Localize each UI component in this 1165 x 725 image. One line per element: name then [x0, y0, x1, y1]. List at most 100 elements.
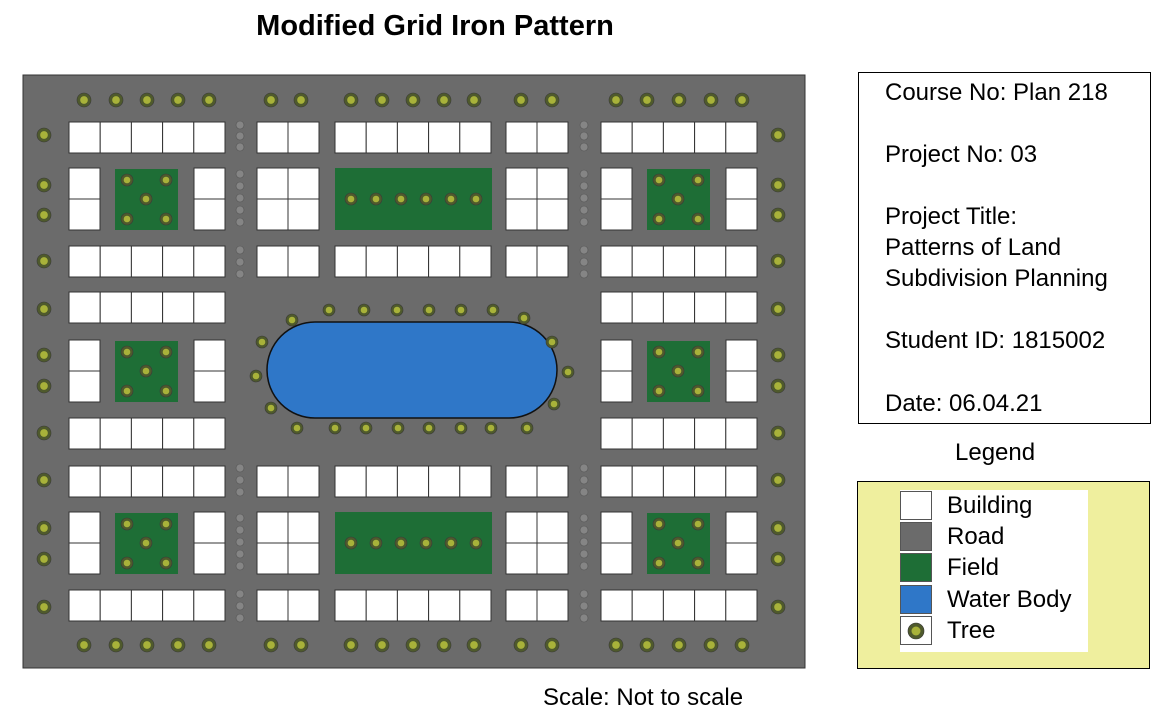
- tree-icon: [774, 257, 782, 265]
- student-id: Student ID: 1815002: [885, 327, 1106, 354]
- building: [365, 121, 398, 154]
- building: [725, 370, 758, 403]
- tree-icon: [235, 169, 245, 179]
- tree-icon: [162, 176, 170, 184]
- building: [334, 245, 367, 278]
- building: [68, 291, 101, 324]
- tree-icon: [40, 476, 48, 484]
- field: [335, 168, 492, 230]
- tree-icon: [579, 487, 589, 497]
- tree-icon: [347, 641, 355, 649]
- building: [725, 511, 758, 544]
- tree-icon: [612, 96, 620, 104]
- building: [68, 465, 101, 498]
- building: [99, 121, 132, 154]
- tree-icon: [40, 351, 48, 359]
- legend-item-tree: Tree: [900, 615, 1088, 646]
- tree-icon: [694, 520, 702, 528]
- tree-icon: [235, 269, 245, 279]
- tree-icon: [162, 520, 170, 528]
- building: [193, 589, 226, 622]
- building: [725, 465, 758, 498]
- building: [256, 245, 289, 278]
- map-title: Modified Grid Iron Pattern: [256, 10, 614, 42]
- tree-icon: [143, 96, 151, 104]
- tree-icon: [123, 559, 131, 567]
- building: [600, 245, 633, 278]
- tree-icon: [40, 211, 48, 219]
- building: [162, 465, 195, 498]
- building: [725, 121, 758, 154]
- building: [287, 245, 320, 278]
- tree-icon: [487, 424, 495, 432]
- legend-label: Water Body: [947, 586, 1072, 613]
- tree-icon: [579, 245, 589, 255]
- building: [536, 542, 569, 575]
- field-swatch: [900, 553, 932, 582]
- building: [600, 589, 633, 622]
- tree-icon: [738, 641, 746, 649]
- building: [99, 245, 132, 278]
- tree-icon: [80, 96, 88, 104]
- building: [459, 465, 492, 498]
- legend-label: Tree: [947, 617, 996, 644]
- building: [256, 198, 289, 231]
- tree-icon: [378, 641, 386, 649]
- road-swatch: [900, 522, 932, 551]
- tree-icon: [457, 424, 465, 432]
- building: [130, 465, 164, 498]
- tree-icon: [579, 131, 589, 141]
- course-number: Course No: Plan 218: [885, 79, 1108, 106]
- tree-icon: [579, 549, 589, 559]
- building: [505, 542, 538, 575]
- building: [505, 121, 538, 154]
- tree-icon: [579, 613, 589, 623]
- tree-icon: [694, 387, 702, 395]
- tree-icon: [774, 555, 782, 563]
- building: [536, 167, 569, 200]
- tree-icon: [548, 641, 556, 649]
- tree-icon: [425, 424, 433, 432]
- tree-icon: [297, 96, 305, 104]
- project-title-line-1: Patterns of Land: [885, 234, 1062, 261]
- building: [99, 417, 132, 450]
- legend-label: Field: [947, 554, 1000, 581]
- building: [536, 121, 569, 154]
- building: [287, 511, 320, 544]
- building: [694, 245, 727, 278]
- tree-icon: [235, 537, 245, 547]
- scale-note: Scale: Not to scale: [543, 684, 744, 711]
- building: [193, 167, 226, 200]
- tree-icon: [707, 641, 715, 649]
- tree-icon: [579, 513, 589, 523]
- building: [694, 465, 727, 498]
- building: [600, 542, 633, 575]
- tree-icon: [360, 306, 368, 314]
- tree-icon: [548, 338, 556, 346]
- building: [459, 589, 492, 622]
- legend-item-water-body: Water Body: [900, 584, 1088, 615]
- tree-icon: [235, 525, 245, 535]
- building: [459, 121, 492, 154]
- field: [335, 512, 492, 574]
- building: [68, 245, 101, 278]
- tree-icon: [472, 539, 480, 547]
- building: [428, 121, 461, 154]
- tree-icon: [252, 372, 260, 380]
- building: [365, 589, 398, 622]
- tree-icon: [372, 539, 380, 547]
- tree-icon: [142, 367, 150, 375]
- tree-icon: [123, 348, 131, 356]
- water-body-swatch: [900, 585, 932, 614]
- building: [725, 198, 758, 231]
- tree-icon: [694, 215, 702, 223]
- building: [396, 245, 430, 278]
- tree-icon: [738, 96, 746, 104]
- building: [662, 417, 696, 450]
- building: [68, 542, 101, 575]
- building: [287, 198, 320, 231]
- tree-icon: [517, 96, 525, 104]
- building: [694, 589, 727, 622]
- tree-icon: [655, 215, 663, 223]
- building: [536, 198, 569, 231]
